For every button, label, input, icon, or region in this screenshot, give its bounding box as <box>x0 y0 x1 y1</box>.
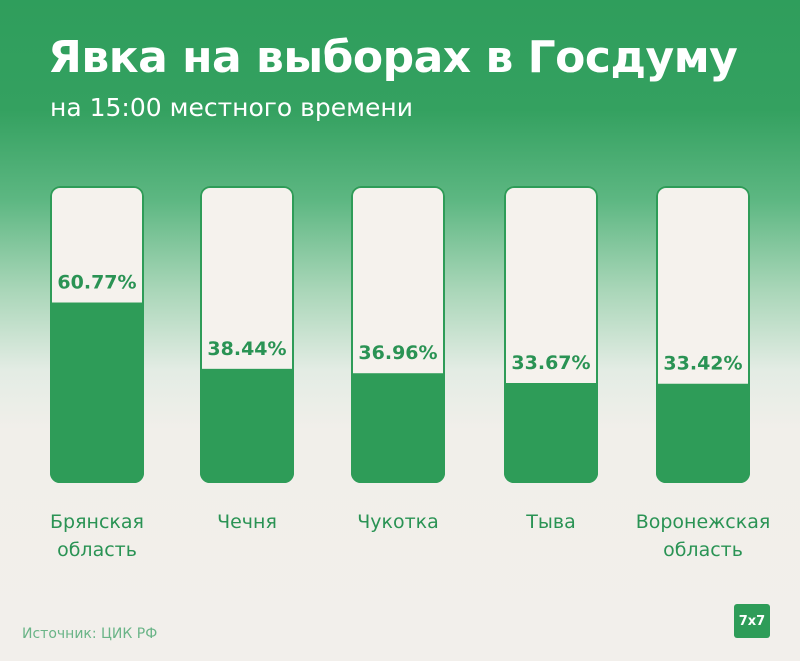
bar-outline <box>200 186 294 483</box>
data-label: 38.44% <box>207 338 286 360</box>
source-note: Источник: ЦИК РФ <box>22 626 158 642</box>
bar-group: 33.67% Тыва <box>504 186 598 533</box>
bar <box>50 302 144 483</box>
bar-outline <box>351 186 445 483</box>
bar-group: 36.96% Чукотка <box>351 186 445 533</box>
bar-group: 33.42% Воронежская область <box>636 186 771 561</box>
bar <box>200 368 294 483</box>
logo-7x7: 7x7 <box>734 604 770 638</box>
bar-outline <box>50 186 144 483</box>
bar <box>504 383 598 483</box>
chart-subtitle: на 15:00 местного времени <box>50 93 413 122</box>
bar-group: 38.44% Чечня <box>200 186 294 533</box>
data-label: 36.96% <box>358 342 437 364</box>
data-label: 33.67% <box>511 352 590 374</box>
bar <box>656 383 750 483</box>
bar-group: 60.77% Брянская область <box>50 186 144 561</box>
category-label: Чукотка <box>357 511 439 533</box>
category-label: область <box>57 539 137 561</box>
data-label: 33.42% <box>663 353 742 375</box>
data-label: 60.77% <box>57 272 136 294</box>
chart-title: Явка на выборах в Госдуму <box>48 32 738 83</box>
category-label: область <box>663 539 743 561</box>
category-label: Чечня <box>217 511 277 533</box>
category-label: Брянская <box>50 511 144 533</box>
category-label: Тыва <box>525 511 575 533</box>
bar-outline <box>504 186 598 483</box>
bar <box>351 373 445 483</box>
category-label: Воронежская <box>636 511 771 533</box>
bar-outline <box>656 186 750 483</box>
